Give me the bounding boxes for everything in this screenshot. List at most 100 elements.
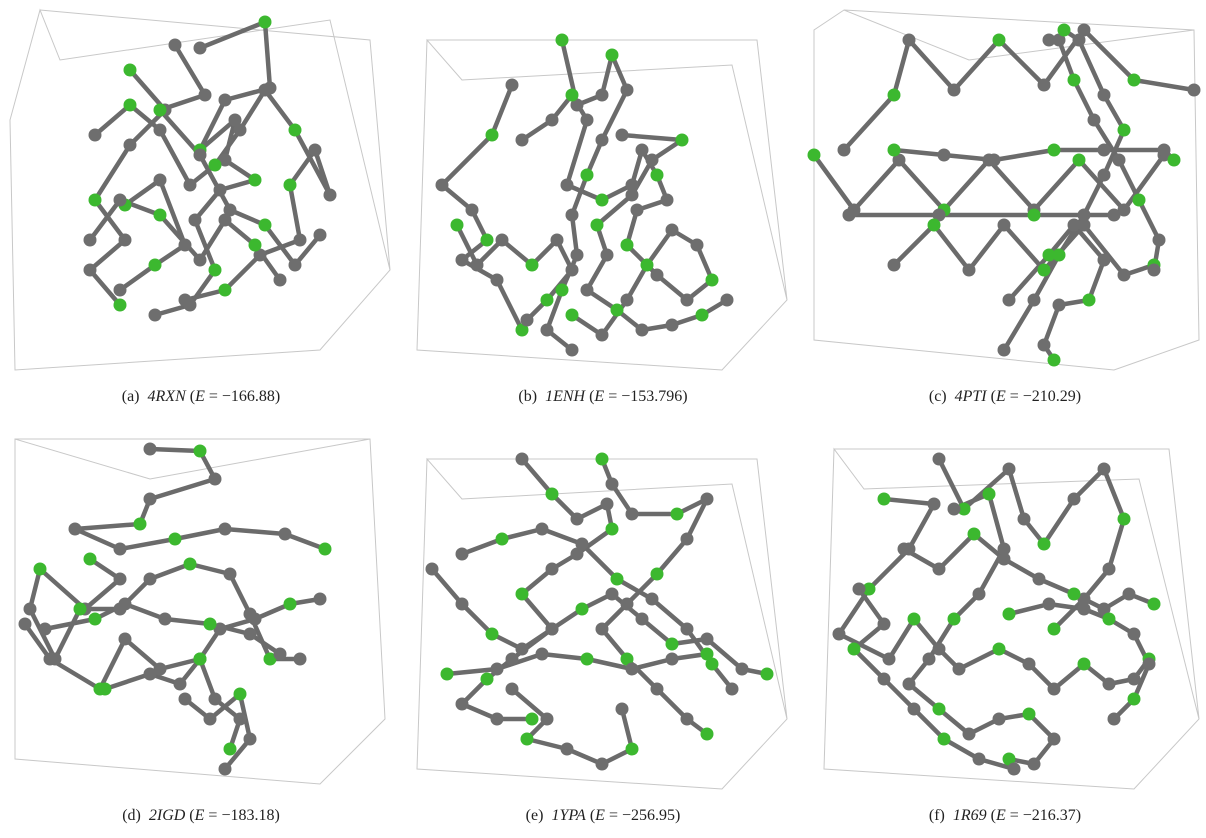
residue-node-polar: [570, 547, 584, 561]
residue-node-polar: [118, 233, 132, 247]
residue-node-polar: [932, 562, 946, 576]
residue-node-polar: [550, 233, 564, 247]
residue-node-hydrophobic: [525, 712, 539, 726]
energy-symbol: E: [194, 807, 205, 824]
residue-node-polar: [837, 143, 851, 157]
residue-node-polar: [1122, 587, 1136, 601]
residue-node-polar: [535, 522, 549, 536]
residue-node-polar: [1077, 208, 1091, 222]
residue-node-polar: [595, 328, 609, 342]
residue-node-hydrophobic: [705, 657, 719, 671]
residue-node-polar: [23, 602, 37, 616]
residue-node-polar: [233, 712, 247, 726]
residue-node-hydrophobic: [153, 103, 167, 117]
residue-node-polar: [540, 712, 554, 726]
residue-node-polar: [490, 712, 504, 726]
lattice-structure-b: [416, 33, 788, 371]
residue-node-polar: [258, 83, 272, 97]
residue-node-polar: [253, 248, 267, 262]
residue-node-polar: [595, 622, 609, 636]
residue-node-polar: [922, 652, 936, 666]
residue-node-hydrophobic: [887, 88, 901, 102]
residue-node-hydrophobic: [862, 582, 876, 596]
residue-node-polar: [143, 442, 157, 456]
residue-node-hydrophobic: [133, 517, 147, 531]
residue-node-polar: [947, 83, 961, 97]
residue-node-hydrophobic: [148, 258, 162, 272]
residue-node-polar: [1042, 33, 1056, 47]
residue-node-hydrophobic: [670, 507, 684, 521]
chain-bond: [584, 132, 730, 333]
residue-node-hydrophobic: [208, 158, 222, 172]
residue-node-polar: [118, 632, 132, 646]
residue-node-hydrophobic: [847, 642, 861, 656]
caption-label: (a): [121, 388, 140, 405]
residue-node-polar: [88, 128, 102, 142]
residue-node-polar: [540, 323, 554, 337]
chain-bond: [102, 656, 243, 752]
residue-node-polar: [600, 248, 614, 262]
residue-node-hydrophobic: [555, 283, 569, 297]
caption-label: (f): [928, 807, 945, 824]
residue-node-polar: [635, 323, 649, 337]
residue-node-polar: [178, 692, 192, 706]
caption-f: (f) 1R69 (E = −216.37): [928, 807, 1082, 824]
residue-node-polar: [1097, 602, 1111, 616]
energy-value: −210.29: [1022, 388, 1076, 405]
chain-bond: [439, 82, 525, 333]
residue-node-polar: [193, 148, 207, 162]
chain-bond: [836, 496, 1152, 692]
residue-node-polar: [1007, 762, 1021, 776]
residue-node-polar: [273, 647, 287, 661]
residue-node-hydrophobic: [595, 452, 609, 466]
protein-name: 1ENH: [545, 388, 586, 405]
residue-node-hydrophobic: [580, 652, 594, 666]
lattice-structure-e: [416, 452, 788, 790]
residue-node-polar: [1047, 732, 1061, 746]
residue-node-polar: [1067, 492, 1081, 506]
residue-node-polar: [635, 612, 649, 626]
residue-node-polar: [1077, 218, 1091, 232]
residue-node-polar: [278, 527, 292, 541]
chain-bond: [851, 586, 1017, 772]
residue-node-polar: [1072, 33, 1086, 47]
residue-node-hydrophobic: [98, 682, 112, 696]
residue-node-polar: [580, 113, 594, 127]
panel-d: (d) 2IGD (E = −183.18): [0, 419, 402, 838]
residue-node-hydrophobic: [520, 732, 534, 746]
residue-node-polar: [595, 757, 609, 771]
residue-node-polar: [897, 542, 911, 556]
energy-value: −183.18: [221, 807, 275, 824]
residue-node-hydrophobic: [153, 208, 167, 222]
residue-node-polar: [1002, 293, 1016, 307]
panel-f: (f) 1R69 (E = −216.37): [804, 419, 1206, 838]
residue-node-polar: [213, 622, 227, 636]
energy-symbol: E: [594, 388, 605, 405]
residue-node-hydrophobic: [605, 522, 619, 536]
residue-node-polar: [465, 203, 479, 217]
residue-node-hydrophobic: [877, 492, 891, 506]
residue-node-hydrophobic: [620, 652, 634, 666]
residue-node-hydrophobic: [1002, 607, 1016, 621]
residue-node-hydrophobic: [1027, 208, 1041, 222]
residue-node-hydrophobic: [1147, 597, 1161, 611]
residue-node-polar: [323, 188, 337, 202]
energy-value: −256.95: [621, 807, 675, 824]
residue-node-hydrophobic: [605, 48, 619, 62]
residue-node-hydrophobic: [625, 742, 639, 756]
residue-node-polar: [183, 178, 197, 192]
residue-node-hydrophobic: [700, 727, 714, 741]
residue-node-polar: [997, 343, 1011, 357]
chain-bond: [891, 222, 1157, 278]
residue-node-polar: [927, 497, 941, 511]
residue-node-polar: [902, 33, 916, 47]
residue-node-hydrophobic: [193, 652, 207, 666]
chain-bond: [27, 556, 303, 662]
caption-b: (b) 1ENH (E = −153.796): [518, 388, 688, 405]
residue-node-polar: [455, 597, 469, 611]
bounding-box-line: [9, 8, 391, 371]
residue-node-polar: [495, 233, 509, 247]
residue-node-polar: [1107, 712, 1121, 726]
residue-node-polar: [1097, 168, 1111, 182]
residue-node-polar: [143, 492, 157, 506]
